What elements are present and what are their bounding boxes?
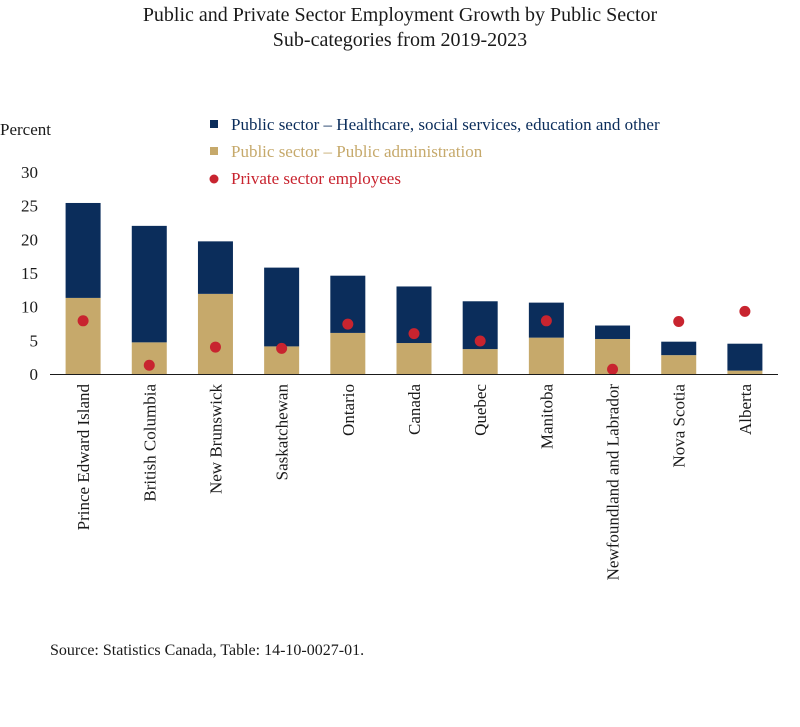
y-tick-label: 10 bbox=[21, 298, 38, 317]
x-category-label: Ontario bbox=[339, 384, 358, 436]
private-sector-dots bbox=[77, 305, 751, 375]
y-axis-label: Percent bbox=[0, 120, 51, 139]
dot-private-sector bbox=[342, 318, 354, 330]
chart: Public and Private Sector Employment Gro… bbox=[0, 4, 778, 581]
bar-public-administration bbox=[462, 349, 498, 374]
x-category-label: New Brunswick bbox=[206, 384, 225, 495]
source-note: Source: Statistics Canada, Table: 14-10-… bbox=[50, 642, 365, 659]
bar-healthcare-other bbox=[661, 341, 697, 356]
x-category-label: Prince Edward Island bbox=[74, 384, 93, 531]
legend-swatch bbox=[210, 147, 218, 155]
bar-public-administration bbox=[528, 337, 564, 374]
dot-private-sector bbox=[408, 328, 420, 340]
y-tick-label: 25 bbox=[21, 197, 38, 216]
bar-public-administration bbox=[396, 343, 432, 374]
y-tick-label: 30 bbox=[21, 163, 38, 182]
bar-healthcare-other bbox=[264, 267, 300, 347]
x-category-label: British Columbia bbox=[140, 384, 159, 502]
legend-swatch-private bbox=[209, 174, 219, 184]
x-category-label: Newfoundland and Labrador bbox=[604, 384, 623, 581]
x-category-label: Saskatchewan bbox=[273, 384, 292, 481]
dot-private-sector bbox=[739, 305, 751, 317]
bar-public-administration bbox=[330, 332, 366, 374]
x-axis-labels: Prince Edward Island British Columbia New … bbox=[74, 384, 755, 581]
legend-entry: Public sector – Public administration bbox=[231, 142, 483, 161]
x-category-label: Nova Scotia bbox=[670, 384, 689, 468]
dot-private-sector bbox=[540, 315, 552, 327]
legend-entry: Public sector – Healthcare, social servi… bbox=[231, 115, 660, 134]
x-category-label: Canada bbox=[405, 384, 424, 435]
y-tick-label: 15 bbox=[21, 264, 38, 283]
bar-healthcare-other bbox=[131, 225, 167, 343]
bar-healthcare-other bbox=[727, 343, 763, 371]
legend: Public sector – Healthcare, social servi… bbox=[209, 115, 660, 188]
dot-private-sector bbox=[209, 341, 221, 353]
dot-private-sector bbox=[77, 315, 89, 327]
bar-public-administration bbox=[727, 370, 763, 374]
dot-private-sector bbox=[673, 315, 685, 327]
y-tick-label: 5 bbox=[30, 331, 39, 350]
legend-swatch bbox=[210, 120, 218, 128]
x-category-label: Quebec bbox=[471, 384, 490, 436]
x-category-label: Manitoba bbox=[537, 384, 556, 450]
chart-title: Public and Private Sector Employment Gro… bbox=[143, 4, 658, 51]
chart-title-line: Public and Private Sector Employment Gro… bbox=[143, 4, 658, 26]
bar-healthcare-other bbox=[595, 325, 631, 339]
y-tick-label: 0 bbox=[30, 365, 39, 384]
bar-healthcare-other bbox=[65, 202, 101, 298]
dot-private-sector bbox=[143, 359, 155, 371]
bar-public-administration bbox=[197, 293, 233, 374]
legend-entry: Private sector employees bbox=[231, 169, 401, 188]
y-axis: 0 5 10 15 20 25 30 bbox=[21, 163, 38, 384]
bar-healthcare-other bbox=[197, 241, 233, 294]
y-tick-label: 20 bbox=[21, 230, 38, 249]
dot-private-sector bbox=[276, 342, 288, 354]
dot-private-sector bbox=[607, 363, 619, 375]
chart-title-line: Sub-categories from 2019-2023 bbox=[273, 29, 527, 51]
bar-public-administration bbox=[661, 355, 697, 374]
dot-private-sector bbox=[474, 335, 486, 347]
x-category-label: Alberta bbox=[736, 384, 755, 435]
bars bbox=[65, 202, 763, 374]
bar-public-administration bbox=[65, 297, 101, 374]
